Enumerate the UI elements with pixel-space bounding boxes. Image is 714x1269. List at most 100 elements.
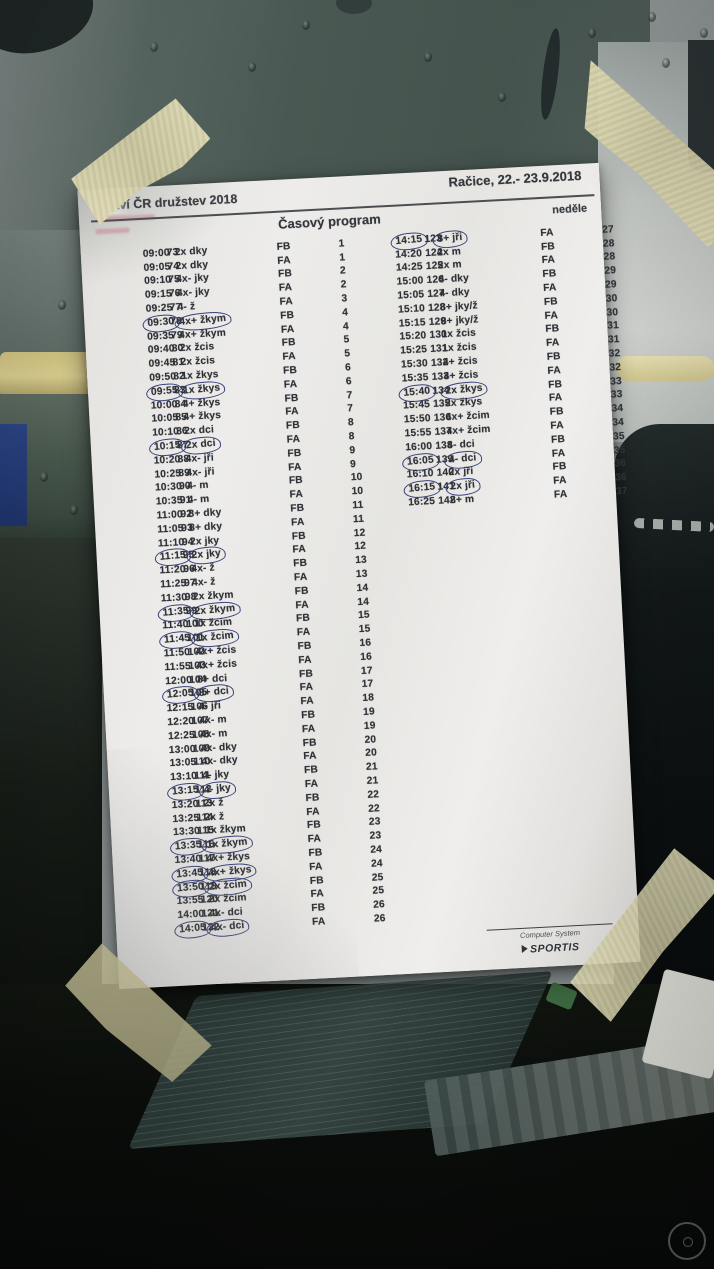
- cell-race_no: 117: [198, 852, 216, 865]
- cell-boat_class: 4x+ žcis: [195, 644, 237, 658]
- cell-boat_class: 2x dci: [177, 434, 287, 456]
- cell-round: FA: [282, 351, 297, 363]
- cell-heat_no: 37: [615, 485, 628, 498]
- cell-round: FA: [548, 392, 563, 405]
- schedule-row: 13:35 116 1x žkym FA 23: [143, 823, 382, 857]
- cell-time: 09:25: [145, 302, 173, 315]
- schedule-row: 14:05 122 4x- dci FA 26: [148, 906, 386, 940]
- cell-heat_no: 9: [349, 444, 356, 457]
- cell-boat_class: 4- jři: [198, 700, 222, 713]
- schedule-row: 13:45 118 4x+ žkys FA 24: [145, 850, 383, 885]
- cell-boat_class: 2x ž: [203, 797, 224, 810]
- cell-boat_class: 1x žcis: [441, 328, 477, 341]
- cell-time: 09:35: [146, 330, 175, 343]
- cell-race_no: 115: [196, 825, 215, 838]
- pen-circle-annotation: 13:15: [166, 781, 205, 802]
- cell-round: FB: [298, 668, 314, 680]
- raindrop: [40, 472, 48, 482]
- cell-boat_class: 4x- jky: [176, 286, 211, 300]
- cell-time: 10:20: [153, 454, 181, 467]
- cell-time: 11:05: [157, 522, 184, 536]
- cell-heat_no: 16: [359, 637, 372, 650]
- cell-heat_no: 14: [357, 596, 370, 608]
- cell-heat_no: 22: [367, 802, 381, 815]
- cell-boat_class: 4+ žkys: [182, 396, 221, 410]
- cell-heat_no: 19: [362, 706, 376, 718]
- cell-heat_no: 26: [372, 899, 386, 911]
- cell-heat_no: 11: [352, 513, 365, 526]
- cell-boat_class: 4x- dci: [209, 906, 244, 920]
- cell-round: FA: [541, 254, 556, 267]
- cell-round: FB: [295, 613, 311, 625]
- cell-boat_class: 4- m: [186, 480, 209, 493]
- cell-boat_class: 8+ dky: [188, 520, 223, 534]
- cell-boat_class: 1x žkys: [181, 369, 219, 383]
- cell-heat_no: 28: [603, 251, 616, 264]
- cell-boat_class: 2x žcis: [180, 355, 216, 369]
- cell-time: 10:05: [151, 412, 179, 426]
- schedule-row: 13:50 119 2x žcim FB 25: [145, 864, 384, 899]
- cell-time: 09:40: [147, 343, 175, 357]
- cell-race_no: 111: [193, 770, 211, 783]
- cell-time: 16:05: [380, 451, 440, 472]
- cell-round: FA: [296, 626, 311, 639]
- cell-boat_class: 2x žkys: [444, 396, 483, 410]
- cell-time: 11:35: [131, 602, 195, 623]
- cell-boat_class: 8+ jky/ž: [440, 314, 479, 328]
- cell-time: 15:40: [376, 382, 436, 403]
- cell-boat_class: 1x žkys: [174, 379, 284, 401]
- cell-boat_class: 8+ m: [449, 493, 475, 507]
- cell-round: FA: [293, 571, 308, 584]
- cell-time: 16:00: [405, 440, 433, 454]
- cell-round: FB: [288, 475, 304, 487]
- cell-boat_class: 2x jři: [437, 475, 553, 497]
- cell-time: 13:00: [168, 743, 196, 756]
- cell-time: 15:35: [401, 371, 429, 385]
- cell-heat_no: 7: [346, 403, 354, 415]
- schedule-row: 13:30 115 1x žkym FB 23: [143, 809, 381, 839]
- cell-time: 09:00: [142, 247, 170, 260]
- cell-round: FA: [279, 296, 294, 308]
- raindrop: [700, 28, 708, 38]
- cell-heat_no: 30: [606, 306, 619, 319]
- cell-time: 11:10: [157, 536, 185, 550]
- yellow-boom-reflection-right: [616, 356, 714, 381]
- cell-heat_no: 23: [368, 816, 381, 829]
- cell-round: FA: [286, 433, 301, 446]
- cell-time: 15:10: [397, 303, 426, 316]
- cell-boat_class: 4x- ž: [191, 576, 216, 589]
- cell-heat_no: 6: [344, 362, 352, 374]
- cell-round: FA: [542, 282, 557, 295]
- cell-time: 12:05: [136, 685, 200, 706]
- cell-race_no: 120: [200, 894, 219, 907]
- raindrop: [248, 62, 256, 72]
- cell-heat_no: 24: [370, 844, 383, 856]
- schedule-row: 13:25 114 2x ž FA 22: [142, 795, 381, 825]
- blue-object-reflection: [0, 424, 27, 526]
- cell-round: FA: [305, 805, 320, 818]
- cell-time: 14:15: [368, 231, 429, 252]
- cell-round: FA: [304, 778, 319, 791]
- cell-round: FB: [294, 585, 309, 598]
- cell-round: FB: [285, 420, 301, 432]
- day-label: neděle: [551, 202, 588, 217]
- round-reflection: [668, 1222, 706, 1260]
- cell-boat_class: 2x ž: [204, 810, 225, 823]
- cell-heat_no: 3: [341, 293, 348, 305]
- cell-time: 15:25: [400, 344, 428, 357]
- cell-boat_class: 8+ dci: [196, 672, 228, 686]
- cell-heat_no: 2: [339, 265, 347, 278]
- cell-heat_no: 35: [612, 430, 625, 443]
- cell-round: FA: [283, 378, 298, 391]
- venue-date: Račice, 22.- 23.9.2018: [448, 167, 582, 190]
- schedule-sheet: ství ČR družstev 2018 Račice, 22.- 23.9.…: [77, 162, 641, 990]
- cell-round: FA: [308, 861, 323, 873]
- cell-heat_no: 33: [609, 375, 623, 388]
- cell-time: 10:10: [151, 426, 180, 439]
- cell-boat_class: 4x+ žkym: [178, 327, 227, 341]
- cell-time: 13:30: [172, 826, 201, 839]
- cell-heat_no: 1: [339, 251, 346, 264]
- cell-round: FA: [550, 420, 565, 432]
- cell-time: 14:25: [395, 261, 424, 275]
- cell-boat_class: 1x žkym: [204, 823, 247, 837]
